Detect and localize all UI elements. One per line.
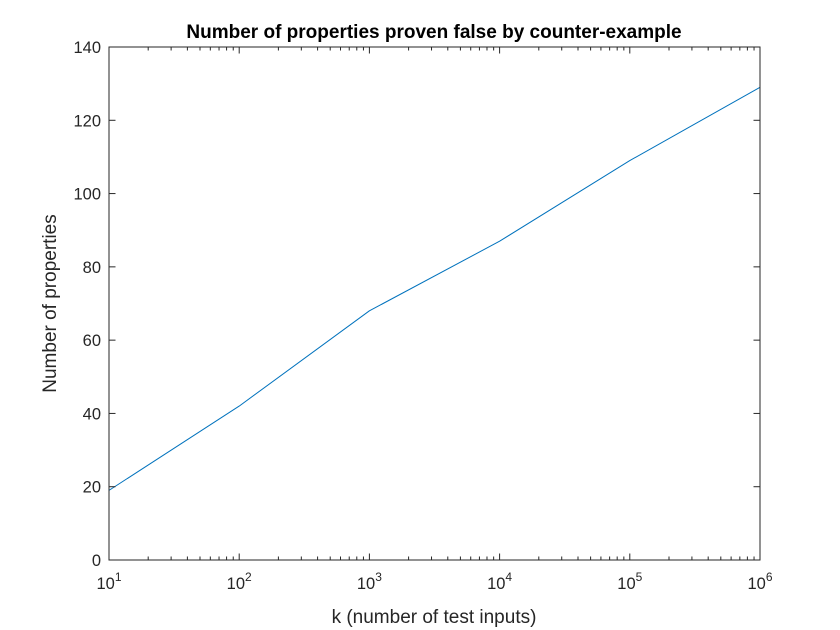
x-tick-base: 10 [227,575,245,593]
x-tick-base: 10 [747,575,765,593]
x-tick-label: 106 [747,570,772,593]
y-tick-label: 40 [83,405,101,423]
x-tick-exponent: 6 [766,570,773,584]
x-tick-label: 101 [96,570,121,593]
series-line [108,86,761,491]
data-point [499,241,500,242]
axes-box [108,46,761,561]
data-point [239,406,240,407]
x-tick-exponent: 1 [115,570,122,584]
x-tick-exponent: 5 [636,570,643,584]
x-tick-base: 10 [617,575,635,593]
x-tick-exponent: 3 [375,570,382,584]
data-point [369,310,370,311]
y-tick-label: 140 [73,39,101,57]
series-layer [108,86,761,491]
y-tick-label: 100 [73,186,101,204]
chart-title: Number of properties proven false by cou… [186,22,681,43]
axes-background [109,47,760,560]
x-tick-base: 10 [357,575,375,593]
x-tick-exponent: 4 [505,570,512,584]
y-tick-label: 60 [83,332,101,350]
y-tick-label: 0 [92,552,101,570]
x-tick-exponent: 2 [245,570,252,584]
y-axis-label: Number of properties [40,214,61,392]
x-tick-label: 104 [487,570,512,593]
plot-area [109,47,760,560]
data-point [629,160,630,161]
x-tick-label: 102 [227,570,252,593]
x-tick-base: 10 [487,575,505,593]
y-tick-label: 20 [83,479,101,497]
x-tick-base: 10 [96,575,114,593]
y-tick-label: 120 [73,112,101,130]
x-axis-label: k (number of test inputs) [332,607,537,628]
x-tick-label: 105 [617,570,642,593]
y-tick-label: 80 [83,259,101,277]
x-tick-label: 103 [357,570,382,593]
